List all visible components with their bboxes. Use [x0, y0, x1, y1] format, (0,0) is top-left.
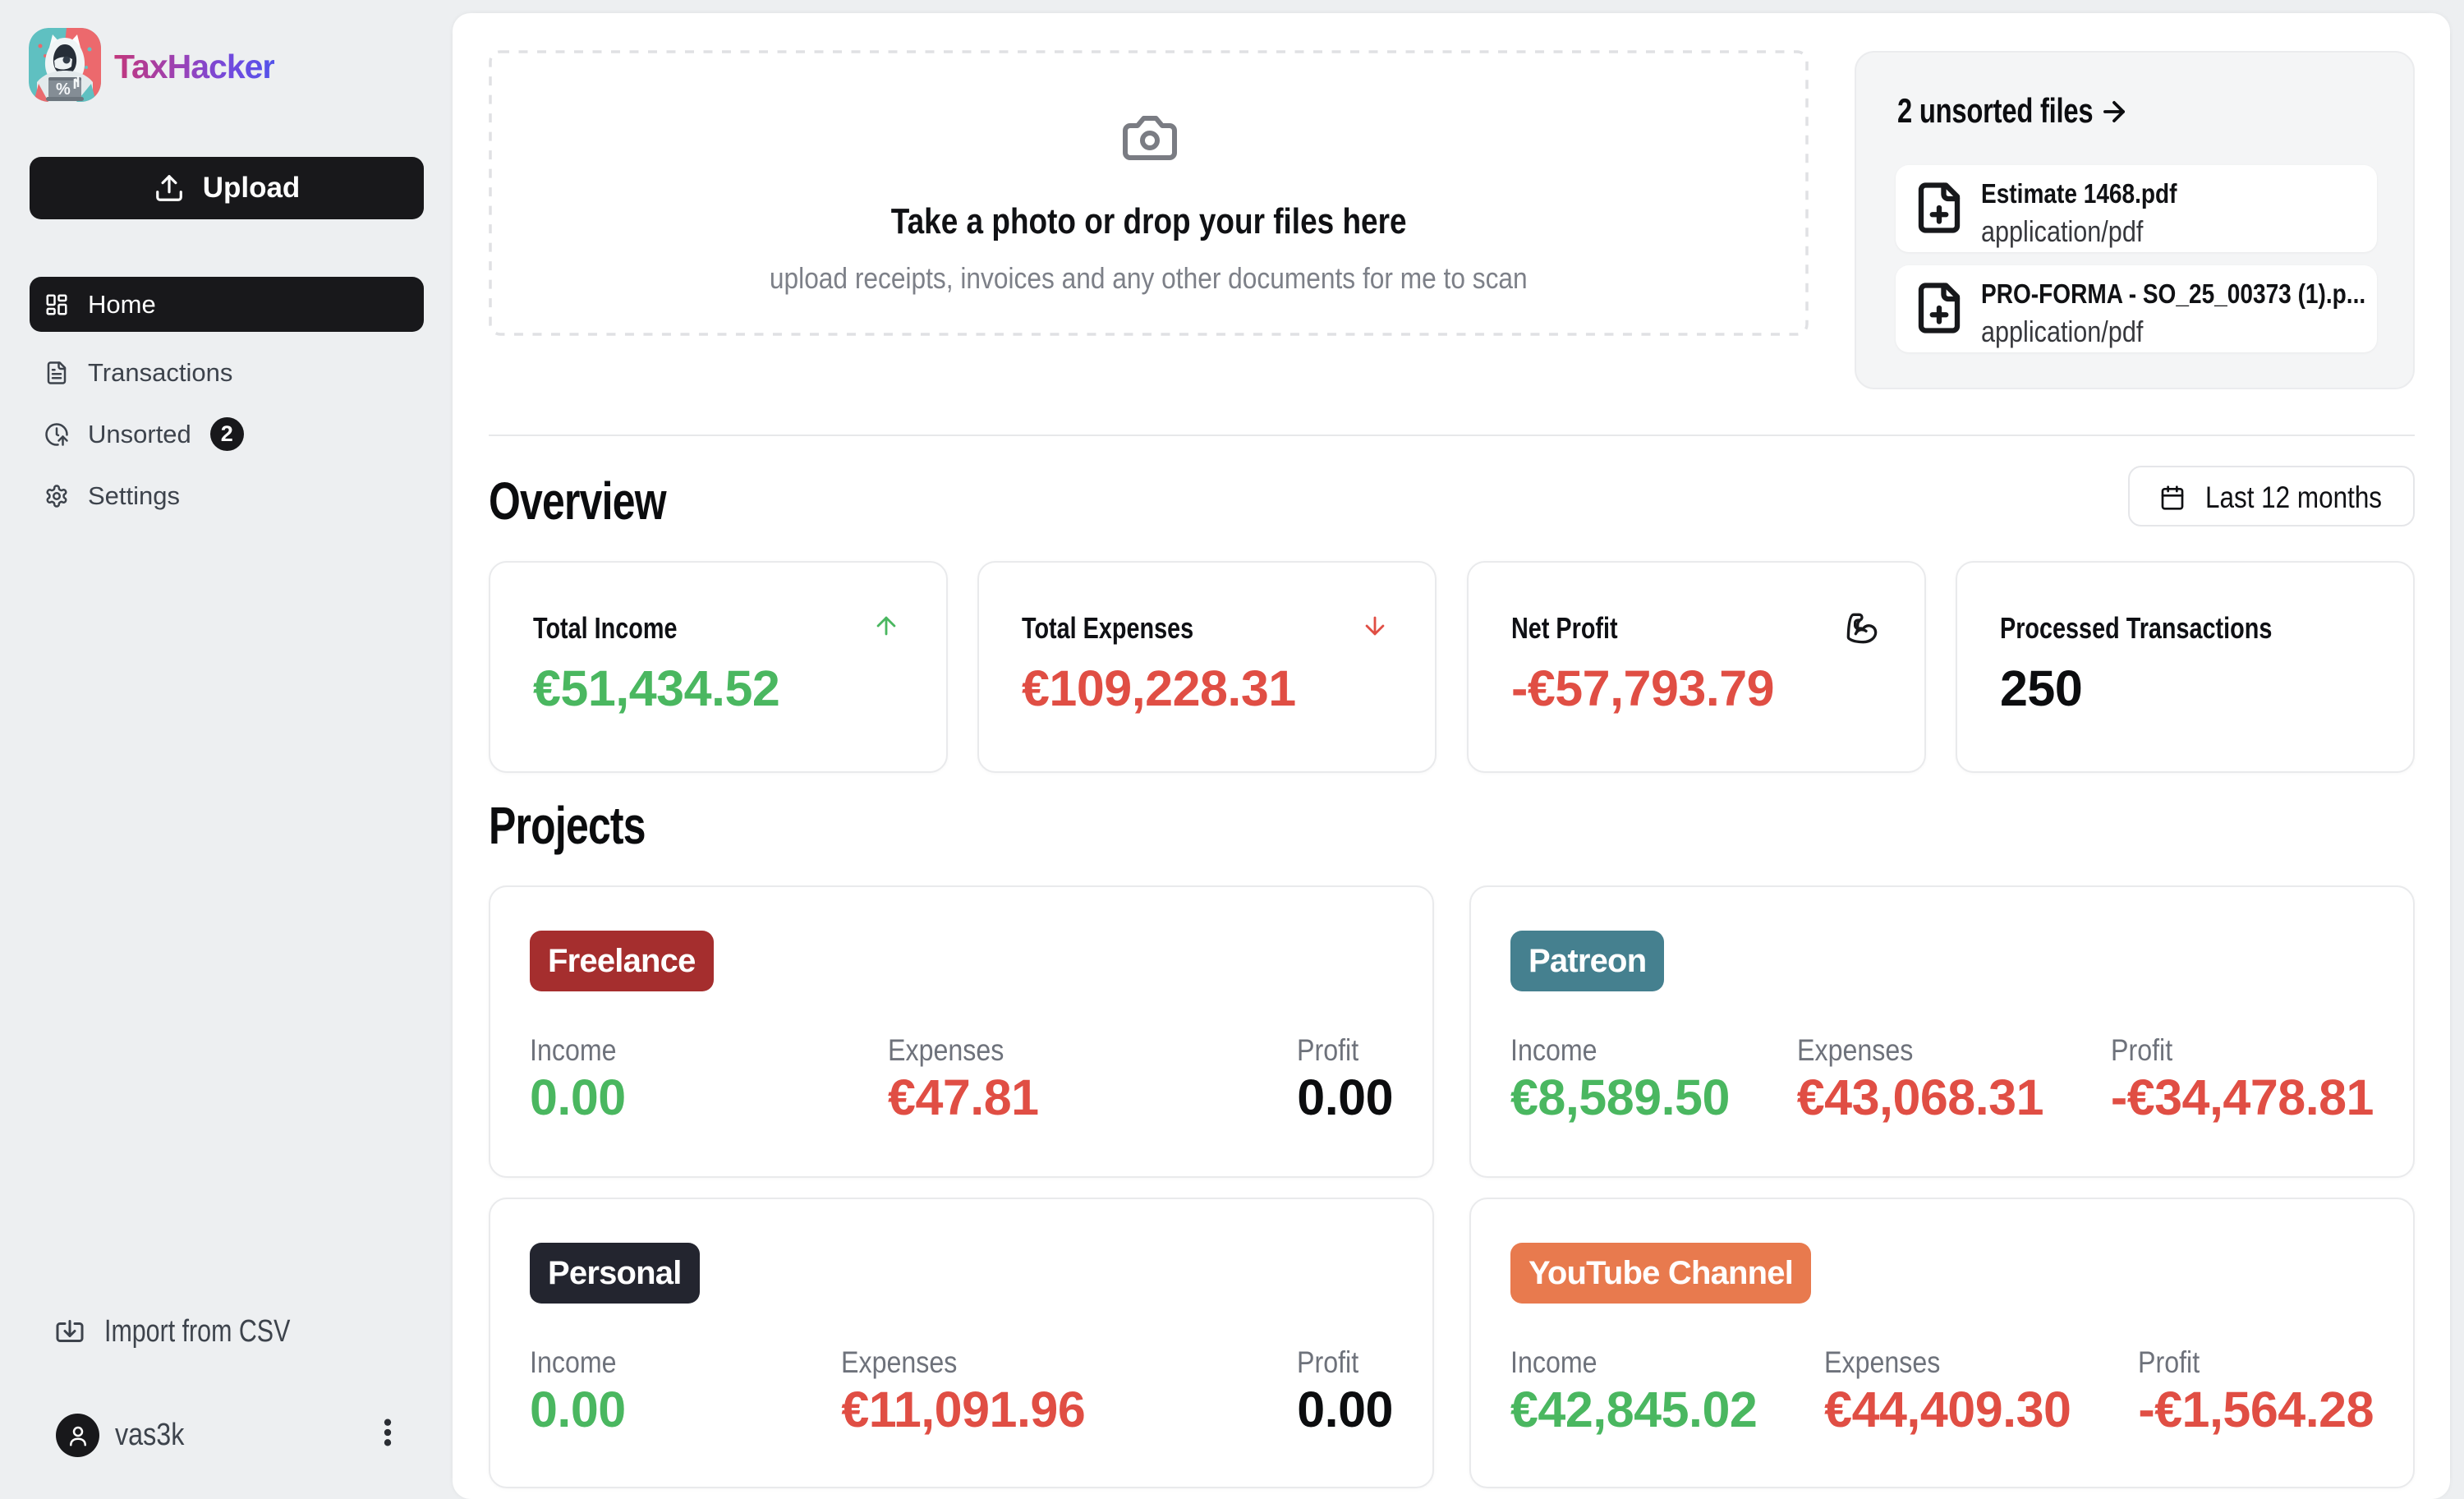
svg-text:%: %	[56, 80, 71, 99]
